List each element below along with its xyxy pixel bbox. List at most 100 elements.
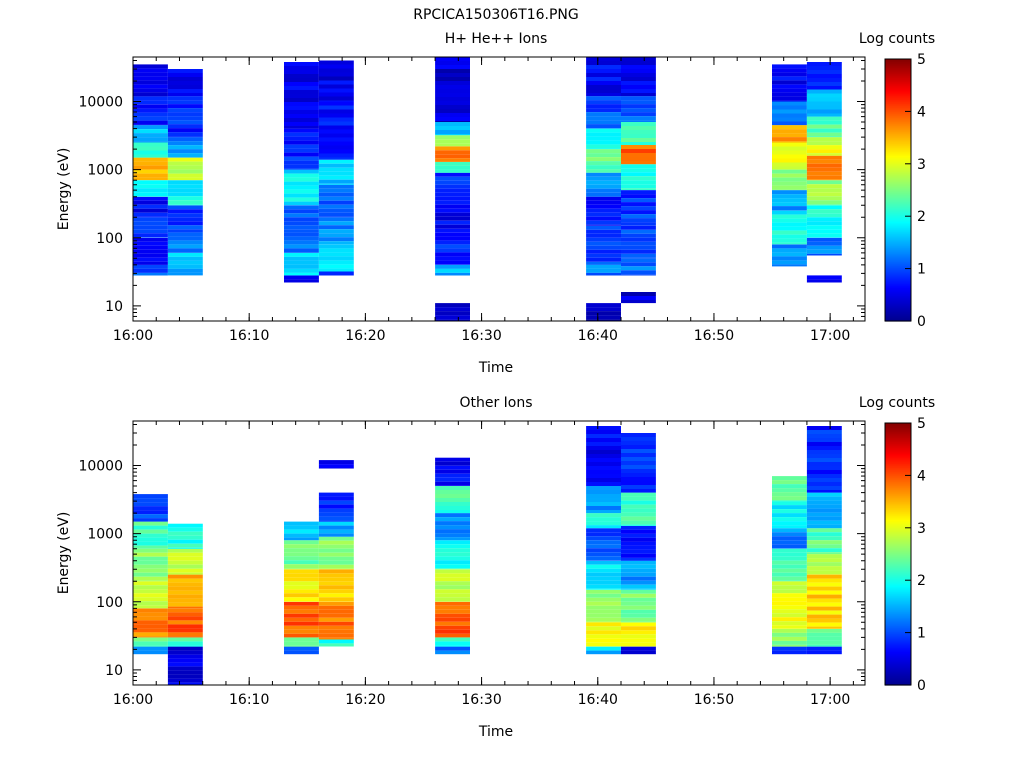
heatmap-cell bbox=[621, 553, 656, 558]
colorbar-swatch bbox=[885, 233, 911, 236]
heatmap-cell bbox=[167, 236, 203, 241]
heatmap-cell bbox=[772, 218, 807, 223]
y-tick-label: 10000 bbox=[78, 95, 123, 111]
heatmap-cell bbox=[318, 560, 354, 565]
heatmap-cell bbox=[167, 572, 203, 575]
heatmap-cell bbox=[133, 612, 168, 617]
heatmap-cell bbox=[435, 134, 470, 136]
heatmap-cell bbox=[284, 201, 319, 206]
heatmap-cell bbox=[435, 154, 470, 159]
heatmap-cell bbox=[586, 315, 621, 320]
colorbar-swatch bbox=[885, 525, 911, 528]
axes: 16:00 16:10 16:20 16:30 16:40 16:50 17:00 10 100… bbox=[78, 421, 865, 708]
heatmap-cell bbox=[167, 574, 203, 579]
heatmap-cell bbox=[621, 81, 656, 85]
heatmap-cell bbox=[167, 628, 203, 633]
colorbar-swatch bbox=[885, 647, 911, 650]
colorbar-swatch bbox=[885, 289, 911, 292]
colorbar-swatch bbox=[885, 423, 911, 426]
heatmap-cell bbox=[284, 193, 319, 198]
colorbar-swatch bbox=[885, 549, 911, 552]
heatmap-cell bbox=[772, 117, 807, 122]
colorbar-swatch bbox=[885, 77, 911, 80]
heatmap-cell bbox=[772, 129, 807, 134]
heatmap-cell bbox=[586, 605, 621, 610]
heatmap-cell bbox=[621, 164, 656, 169]
heatmap-cell bbox=[806, 229, 842, 234]
heatmap-cell bbox=[133, 636, 168, 638]
heatmap-cell bbox=[318, 76, 354, 81]
heatmap-cell bbox=[318, 117, 354, 122]
heatmap-cell bbox=[621, 188, 656, 191]
heatmap-cell bbox=[772, 260, 807, 265]
heatmap-cell bbox=[435, 525, 470, 530]
colorbar-swatch bbox=[885, 503, 911, 506]
heatmap-cell bbox=[435, 521, 470, 526]
heatmap-cell bbox=[167, 272, 203, 276]
heatmap-cell bbox=[133, 529, 168, 534]
colorbar-swatch bbox=[885, 93, 911, 96]
heatmap-cell bbox=[586, 96, 621, 101]
heatmap-cell bbox=[621, 112, 656, 117]
colorbar-swatch bbox=[885, 529, 911, 532]
colorbar-swatch bbox=[885, 657, 911, 660]
heatmap-cell bbox=[435, 529, 470, 534]
heatmap-cell bbox=[284, 552, 319, 557]
heatmap-cell bbox=[621, 580, 656, 585]
colorbar-swatch bbox=[885, 263, 911, 266]
colorbar-swatch bbox=[885, 201, 911, 204]
colorbar-swatch bbox=[885, 221, 911, 224]
colorbar-swatch bbox=[885, 131, 911, 134]
heatmap-cell bbox=[621, 642, 656, 647]
heatmap-cell bbox=[586, 196, 621, 201]
heatmap-cell bbox=[133, 142, 168, 147]
heatmap-cell bbox=[435, 585, 470, 590]
heatmap-cell bbox=[772, 500, 807, 502]
heatmap-cell bbox=[284, 641, 319, 646]
heatmap-cell bbox=[435, 188, 470, 193]
heatmap-cell bbox=[167, 252, 203, 257]
colorbar-swatch bbox=[885, 239, 911, 242]
heatmap-cell bbox=[621, 477, 656, 481]
heatmap-cell bbox=[806, 598, 842, 603]
heatmap-cell bbox=[435, 473, 470, 478]
colorbar-swatch bbox=[885, 191, 911, 194]
heatmap-cell bbox=[586, 626, 621, 631]
heatmap-cell bbox=[167, 620, 203, 625]
heatmap-cell bbox=[284, 609, 319, 614]
heatmap-cell bbox=[806, 640, 842, 645]
x-tick-label: 17:00 bbox=[810, 328, 850, 344]
heatmap-cell bbox=[621, 588, 656, 590]
colorbar-swatch bbox=[885, 505, 911, 508]
heatmap-cell bbox=[284, 98, 319, 102]
heatmap-cell bbox=[806, 221, 842, 226]
heatmap-cell bbox=[435, 126, 470, 130]
colorbar-swatch bbox=[885, 103, 911, 106]
colorbar-swatch bbox=[885, 459, 911, 462]
colorbar-swatch bbox=[885, 267, 911, 270]
heatmap-cell bbox=[806, 137, 842, 142]
heatmap-cell bbox=[806, 528, 842, 533]
heatmap-cell bbox=[772, 210, 807, 211]
heatmap-cell bbox=[586, 536, 621, 541]
heatmap-cell bbox=[586, 462, 621, 466]
heatmap-cell bbox=[318, 268, 354, 272]
colorbar-swatch bbox=[885, 231, 911, 234]
heatmap-cell bbox=[133, 241, 168, 246]
heatmap-cell bbox=[435, 597, 470, 602]
colorbar-swatch bbox=[885, 441, 911, 444]
heatmap-cell bbox=[318, 496, 354, 501]
heatmap-cell bbox=[318, 184, 354, 189]
heatmap-cell bbox=[435, 57, 470, 61]
heatmap-cell bbox=[167, 244, 203, 249]
heatmap-cell bbox=[318, 167, 354, 172]
heatmap-cell bbox=[284, 556, 319, 561]
heatmap-cell bbox=[621, 634, 656, 639]
heatmap-cell bbox=[435, 248, 470, 253]
heatmap-cell bbox=[806, 586, 842, 591]
heatmap-cell bbox=[806, 558, 842, 563]
heatmap-cell bbox=[284, 633, 319, 638]
heatmap-cell bbox=[772, 597, 807, 602]
heatmap-cell bbox=[586, 568, 621, 573]
heatmap-cell bbox=[586, 450, 621, 454]
